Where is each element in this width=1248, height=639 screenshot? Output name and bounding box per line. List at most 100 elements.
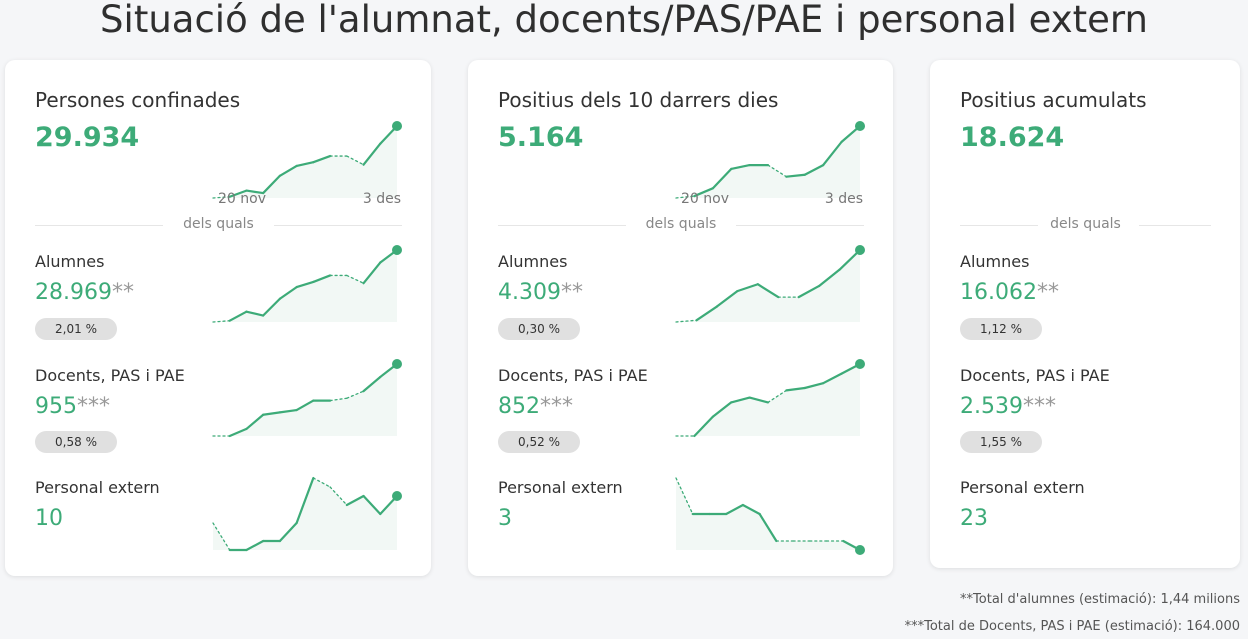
sparkline-segment [312, 477, 331, 488]
section-label-docents: Docents, PAS i PAE [35, 366, 185, 385]
sparkline-segment [278, 521, 298, 543]
sparkline-segment [748, 396, 770, 404]
section-value-alumnes: 4.309** [498, 280, 583, 305]
sparkline-segment [767, 164, 788, 178]
sparkline-last-point [855, 245, 865, 255]
section-value-extern: 10 [35, 506, 63, 531]
footnote-docents: ***Total de Docents, PAS i PAE (estimaci… [904, 619, 1240, 634]
divider-text: dels quals [1050, 216, 1121, 232]
sparkline-svg [675, 245, 865, 323]
x-label-end: 3 des [362, 191, 401, 207]
sparkline-area [676, 126, 860, 198]
sparkline-area [213, 250, 397, 322]
section-value-docents: 955*** [35, 394, 110, 419]
card-value: 29.934 [35, 122, 140, 153]
percent-badge: 0,52 % [498, 431, 580, 453]
sparkline-last-point [392, 121, 402, 131]
sparkline-docents [212, 358, 407, 438]
sparkline-segment [803, 163, 825, 176]
divider: dels quals [35, 216, 402, 234]
section-label-alumnes: Alumnes [35, 252, 105, 271]
sparkline-segment [228, 189, 248, 198]
sparkline-segment [262, 174, 282, 195]
sparkline-segment [711, 401, 733, 418]
card-title: Positius acumulats [960, 88, 1147, 112]
sparkline-svg [212, 476, 402, 552]
sparkline-svg [675, 121, 865, 199]
sparkline-area [213, 126, 397, 198]
section-label-extern: Personal extern [35, 478, 160, 497]
sparkline-segment [262, 411, 282, 416]
page-title: Situació de l'alumnat, docents/PAS/PAE i… [100, 0, 1148, 41]
sparkline-area [676, 478, 860, 550]
sparkline-segment [245, 413, 265, 431]
sparkline-area [676, 364, 860, 436]
percent-badge: 1,55 % [960, 431, 1042, 453]
card-persones-confinades: Persones confinades 29.934 20 nov 3 des … [5, 60, 431, 576]
section-value-extern: 23 [960, 506, 988, 531]
sparkline-segment [730, 396, 751, 404]
sparkline-segment [725, 503, 745, 516]
sparkline-extern [675, 472, 870, 555]
sparkline-segment [803, 382, 825, 390]
sparkline-extern [212, 472, 407, 552]
sparkline-svg [212, 359, 402, 438]
card-value: 18.624 [960, 122, 1065, 153]
sparkline-segment [278, 285, 298, 300]
sparkline-segment [346, 155, 365, 166]
section-label-docents: Docents, PAS i PAE [960, 366, 1110, 385]
sparkline-alumnes [675, 244, 870, 324]
sparkline-last-point [855, 121, 865, 131]
sparkline-segment [312, 154, 332, 164]
divider: dels quals [498, 216, 864, 234]
section-label-alumnes: Alumnes [498, 252, 568, 271]
sparkline-segment [228, 310, 248, 322]
sparkline-segment [756, 283, 780, 299]
sparkline-segment [362, 142, 382, 166]
sparkline-segment [711, 167, 733, 190]
sparkline-segment [715, 290, 739, 308]
sparkline-segment [346, 274, 365, 284]
card-positius-10-dies: Positius dels 10 darrers dies 5.164 20 n… [468, 60, 893, 576]
sparkline-segment [245, 539, 265, 552]
sparkline-segment [736, 283, 759, 293]
sparkline-segment [278, 164, 298, 177]
sparkline-segment [675, 477, 694, 515]
sparkline-alumnes [212, 244, 407, 324]
section-value-docents: 2.539*** [960, 394, 1056, 419]
card-value: 5.164 [498, 122, 584, 153]
sparkline-last-point [855, 545, 865, 555]
sparkline-segment [675, 195, 696, 199]
x-label-start: 20 nov [218, 191, 266, 207]
sparkline-segment [797, 284, 821, 299]
section-label-extern: Personal extern [960, 478, 1085, 497]
sparkline-segment [345, 494, 365, 507]
percent-badge: 0,58 % [35, 431, 117, 453]
sparkline-segment [675, 319, 698, 323]
footnote-alumnes: **Total d'alumnes (estimació): 1,44 mili… [960, 592, 1240, 607]
section-value-alumnes: 28.969** [35, 280, 134, 305]
percent-badge: 2,01 % [35, 318, 117, 340]
sparkline-segment [228, 427, 248, 438]
sparkline-last-point [392, 245, 402, 255]
sparkline-area [676, 250, 860, 322]
card-positius-acumulats: Positius acumulats 18.624 dels quals Alu… [930, 60, 1240, 568]
sparkline-segment [295, 476, 315, 525]
sparkline-segment [346, 390, 365, 399]
sparkline-segment [362, 261, 382, 285]
sparkline-segment [295, 399, 315, 412]
section-label-docents: Docents, PAS i PAE [498, 366, 648, 385]
sparkline-segment [730, 163, 751, 171]
sparkline-svg [212, 245, 402, 323]
sparkline-segment [295, 161, 315, 168]
sparkline-last-point [392, 359, 402, 369]
sparkline-segment [785, 173, 806, 178]
sparkline-segment [693, 415, 714, 438]
divider: dels quals [960, 216, 1211, 234]
sparkline-segment [245, 310, 265, 317]
sparkline-main [212, 120, 407, 200]
divider-text: dels quals [645, 216, 717, 232]
x-label-end: 3 des [824, 191, 863, 207]
sparkline-svg [212, 121, 402, 199]
x-label-start: 20 nov [681, 191, 729, 207]
